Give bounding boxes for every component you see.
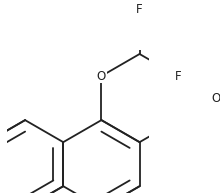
Text: O: O xyxy=(211,92,220,105)
Text: F: F xyxy=(174,69,181,83)
Text: F: F xyxy=(136,3,143,16)
Text: O: O xyxy=(97,69,106,83)
